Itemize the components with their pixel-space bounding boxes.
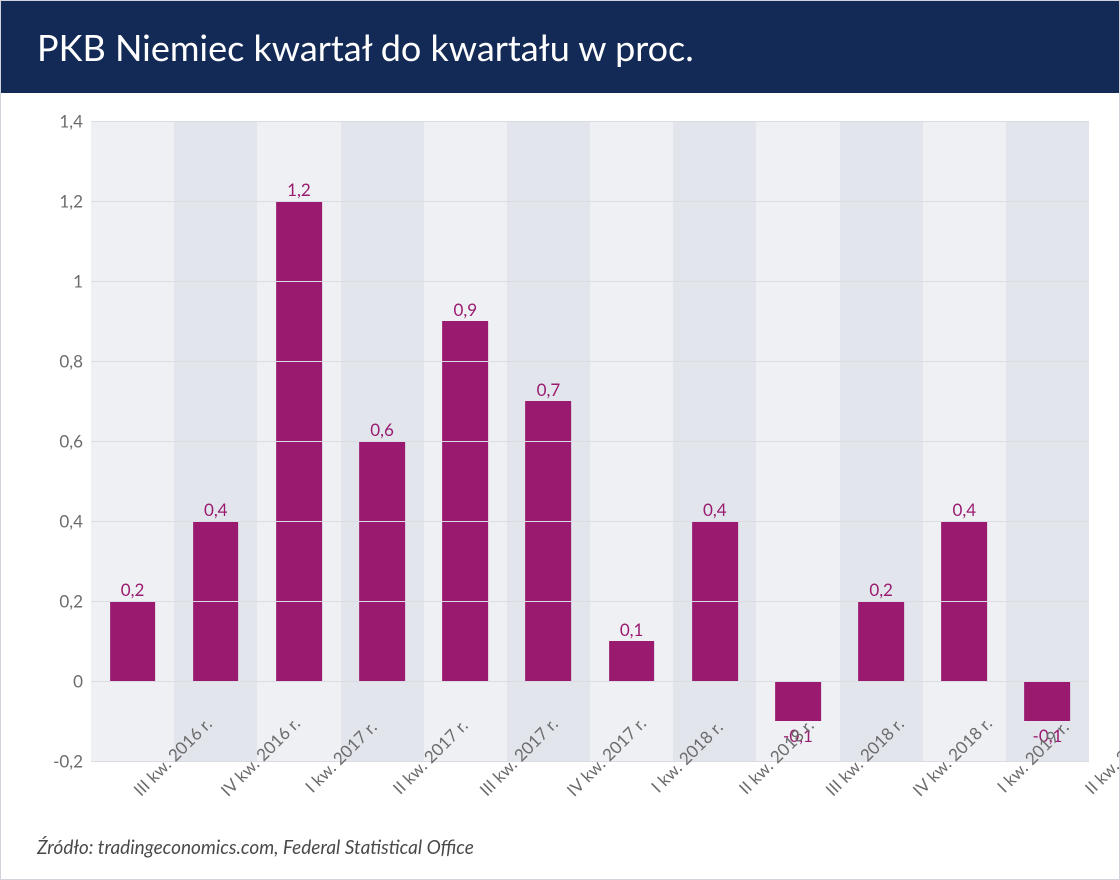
bar-value-label: 0,4: [204, 499, 228, 520]
plot-area: -0,200,20,40,60,811,21,4 0,20,41,20,60,9…: [21, 121, 1099, 761]
gridline: [91, 201, 1089, 202]
x-label-column: IV kw. 2018 r.: [850, 741, 937, 841]
y-tick-label: 1: [73, 271, 83, 292]
bar: [609, 641, 655, 681]
bar: [442, 321, 488, 681]
x-label-column: II kw. 2017 r.: [331, 741, 418, 841]
bar: [526, 401, 572, 681]
plot-wrapper: -0,200,20,40,60,811,21,4 0,20,41,20,60,9…: [1, 93, 1119, 836]
bar-value-label: 0,4: [703, 499, 727, 520]
y-tick-label: 0,8: [59, 351, 83, 372]
y-tick-label: 0: [73, 671, 83, 692]
x-label-column: II kw. 2019 r.: [1023, 741, 1110, 841]
chart-header: PKB Niemiec kwartał do kwartału w proc.: [1, 1, 1119, 93]
bar-value-label: 0,1: [620, 619, 644, 640]
y-tick-label: 0,4: [59, 511, 83, 532]
bar-value-label: 0,9: [453, 299, 477, 320]
chart-frame: PKB Niemiec kwartał do kwartału w proc. …: [0, 0, 1120, 880]
x-label-column: III kw. 2016 r.: [71, 741, 158, 841]
gridline: [91, 121, 1089, 122]
x-label-column: I kw. 2017 r.: [244, 741, 331, 841]
gridline: [91, 681, 1089, 682]
gridline: [91, 521, 1089, 522]
gridline: [91, 281, 1089, 282]
bar: [858, 601, 904, 681]
y-tick-label: 1,2: [59, 191, 83, 212]
x-label-column: II kw. 2018 r.: [677, 741, 764, 841]
x-label-column: I kw. 2018 r.: [590, 741, 677, 841]
bar-value-label: 0,2: [121, 579, 145, 600]
chart-title: PKB Niemiec kwartał do kwartału w proc.: [37, 25, 694, 69]
y-axis: -0,200,20,40,60,811,21,4: [21, 121, 91, 761]
y-tick-label: 0,2: [59, 591, 83, 612]
bar-value-label: 0,2: [869, 579, 893, 600]
x-axis-labels: III kw. 2016 r.IV kw. 2016 r.I kw. 2017 …: [71, 741, 1109, 841]
bar-value-label: 1,2: [287, 179, 311, 200]
bar-value-label: 0,7: [537, 379, 561, 400]
bar-value-label: 0,6: [370, 419, 394, 440]
chart-source: Źródło: tradingeconomics.com, Federal St…: [1, 836, 1119, 879]
x-label-column: IV kw. 2016 r.: [158, 741, 245, 841]
gridline: [91, 441, 1089, 442]
x-tick-label: II kw. 2019 r.: [1046, 749, 1120, 833]
x-label-column: I kw. 2019 r.: [936, 741, 1023, 841]
bar-value-label: 0,4: [953, 499, 977, 520]
y-tick-label: 0,6: [59, 431, 83, 452]
bar: [775, 681, 821, 721]
gridline: [91, 601, 1089, 602]
x-label-column: III kw. 2017 r.: [417, 741, 504, 841]
gridline: [91, 361, 1089, 362]
y-tick-label: 1,4: [59, 111, 83, 132]
bar: [110, 601, 156, 681]
bar: [359, 441, 405, 681]
x-label-column: IV kw. 2017 r.: [504, 741, 591, 841]
chart-area: 0,20,41,20,60,90,70,10,4-0,10,20,4-0,1: [91, 121, 1089, 761]
bar: [1025, 681, 1071, 721]
x-label-column: III kw. 2018 r.: [763, 741, 850, 841]
